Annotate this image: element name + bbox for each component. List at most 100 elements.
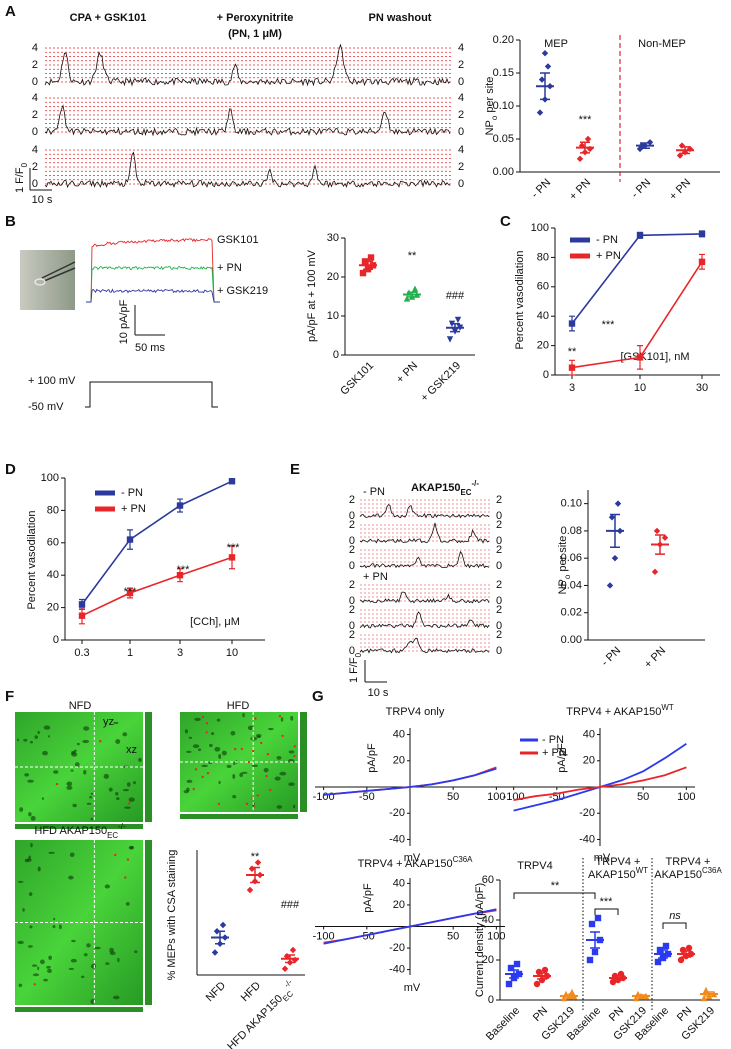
micrograph-spot	[42, 750, 48, 756]
x-tick-label: NFD	[204, 980, 229, 1005]
micrograph-spot	[241, 771, 248, 774]
micrograph-spot	[293, 745, 297, 748]
condition-label: (PN, 1 μM)	[228, 28, 282, 40]
trace-tick: 2	[496, 544, 502, 556]
chart-title-part: TRPV4 + AKAP150	[566, 706, 661, 718]
point	[541, 966, 549, 974]
y-axis-label-part: o	[490, 115, 499, 120]
x-tick-label: 50	[447, 791, 459, 803]
point	[576, 155, 584, 162]
trace-tick: 2	[496, 629, 502, 641]
micrograph-spot	[17, 940, 24, 945]
point	[653, 527, 661, 535]
micrograph-spot	[17, 738, 20, 742]
scale-label: 10 s	[368, 687, 389, 699]
legend-label: + PN	[121, 503, 146, 515]
micrograph-spot	[29, 925, 33, 929]
y-tick-label: 0.06	[561, 552, 582, 564]
micrograph-spot	[115, 739, 121, 744]
point	[367, 254, 375, 261]
micrograph-spot	[218, 780, 221, 785]
trace-label: GSK101	[217, 234, 259, 246]
micrograph-spot	[290, 715, 294, 721]
micrograph-spot	[256, 733, 262, 738]
micrograph-spot	[90, 963, 97, 969]
iv-curve	[323, 908, 497, 945]
point	[505, 980, 513, 988]
y-tick-label: 0.10	[493, 100, 514, 112]
error-bar	[250, 866, 260, 884]
chart-title-part: TRPV4 + AKAP150	[358, 858, 453, 870]
point	[535, 968, 543, 976]
micrograph-spot	[28, 892, 33, 896]
micrograph-spot	[265, 774, 268, 778]
y-axis-label: pA/pF	[366, 743, 378, 773]
bracket	[662, 922, 687, 929]
x-tick-label: + GSK219	[419, 360, 464, 405]
trace-tick: 4	[458, 92, 464, 104]
y-tick-label: 20	[583, 755, 595, 767]
micrograph-spot	[70, 958, 77, 963]
trace-tick: 0	[32, 126, 38, 138]
y-axis-label: Current density (pA/pF)	[474, 883, 486, 997]
x-tick-label: 3	[569, 382, 575, 394]
point	[632, 994, 640, 1002]
image-label: HFD AKAP150EC-/-	[34, 822, 126, 840]
point	[446, 336, 454, 343]
trace-tick: 0	[496, 510, 502, 522]
micrograph-spot	[58, 924, 62, 930]
trace	[359, 591, 490, 604]
panel-letter: F	[5, 688, 14, 705]
trace-tick: 0	[349, 645, 355, 657]
point	[608, 514, 616, 521]
trace	[44, 104, 451, 137]
micrograph-spot	[28, 812, 32, 817]
micrograph-spot	[24, 858, 29, 863]
micrograph	[180, 712, 298, 812]
point	[359, 269, 367, 277]
image-label: NFD	[69, 700, 92, 712]
annotation: **	[251, 851, 260, 863]
y-tick-label: 40	[47, 569, 59, 581]
micrograph-spot	[41, 797, 45, 800]
x-tick-label-part: -/-	[282, 977, 294, 989]
micrograph-spot	[39, 959, 45, 965]
micrograph-spot	[90, 999, 95, 1005]
chart-title: TRPV4 + AKAP150C36A	[358, 855, 474, 870]
micrograph-spot	[37, 866, 41, 872]
micrograph-spot	[117, 957, 120, 963]
y-tick-label: -40	[389, 964, 405, 976]
y-tick-label: 0	[333, 349, 339, 361]
point	[454, 316, 462, 324]
micrograph-spot	[276, 805, 283, 809]
micrograph-spot	[242, 712, 245, 718]
group-label-part: WT	[636, 866, 648, 875]
iv-curve	[323, 767, 497, 796]
point	[403, 295, 411, 302]
micrograph-spot	[76, 742, 80, 746]
micrograph-spot	[113, 721, 119, 725]
point	[78, 601, 86, 608]
condition-label: + PN	[363, 571, 388, 583]
micrograph-spot	[128, 797, 135, 802]
cell	[34, 278, 46, 286]
micrograph-spot	[24, 773, 30, 777]
micrograph-side	[145, 840, 152, 1005]
x-tick-label: - PN	[529, 177, 553, 201]
point	[228, 554, 236, 561]
annotation: **	[551, 880, 560, 892]
trace-tick: 0	[349, 510, 355, 522]
micrograph-spot	[186, 779, 193, 783]
pipette	[41, 261, 76, 282]
bracket	[513, 892, 596, 899]
panel-letter: D	[5, 461, 16, 478]
micrograph-spot	[251, 764, 259, 768]
y-tick-label: 60	[482, 874, 494, 886]
x-tick-label: -100	[313, 791, 335, 803]
point	[698, 258, 706, 266]
error-bar	[613, 975, 623, 981]
image-label: HFD	[227, 700, 250, 712]
micrograph-spot	[293, 754, 296, 758]
micrograph-spot	[66, 781, 73, 787]
